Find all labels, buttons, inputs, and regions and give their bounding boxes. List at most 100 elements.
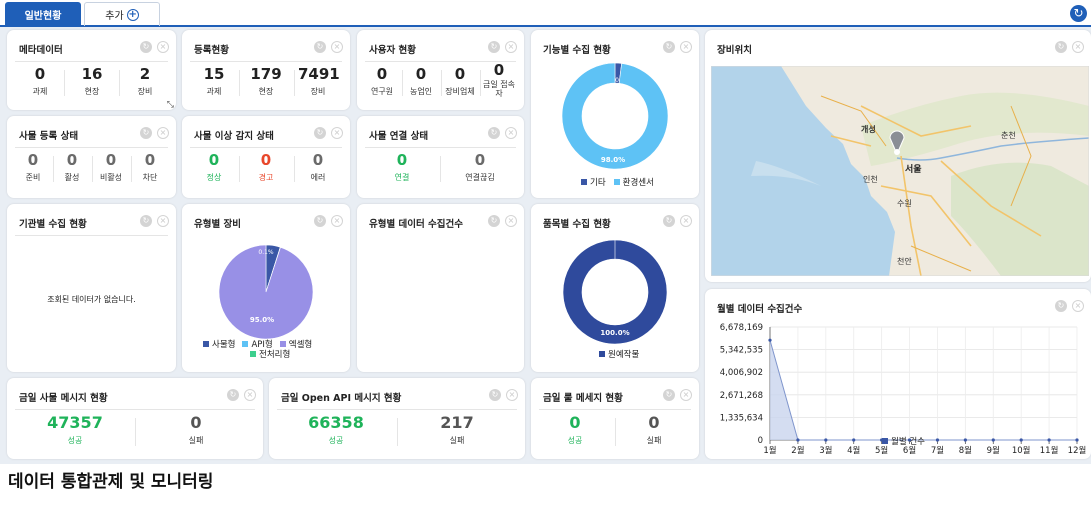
- device-location-card: 장비위치 ↻ × 개성 서울 인천 수원 천안 춘천: [705, 30, 1091, 282]
- x-tick-label: 3월: [819, 445, 832, 456]
- refresh-icon[interactable]: ↻: [488, 41, 500, 53]
- x-tick-label: 8월: [959, 445, 972, 456]
- card-title: 장비위치: [717, 45, 752, 56]
- close-icon[interactable]: ×: [331, 41, 343, 53]
- x-tick-label: 10월: [1012, 445, 1031, 456]
- close-icon[interactable]: ×: [680, 215, 692, 227]
- pie-slice-원예작물[interactable]: [562, 239, 668, 345]
- legend-swatch: [581, 179, 587, 185]
- area-fill: [770, 340, 1077, 440]
- tab-add[interactable]: 추가 +: [84, 2, 160, 26]
- close-icon[interactable]: ×: [244, 389, 256, 401]
- close-icon[interactable]: ×: [680, 41, 692, 53]
- refresh-icon[interactable]: ↻: [314, 41, 326, 53]
- item-donut-chart: 100.0%: [562, 239, 668, 345]
- close-icon[interactable]: ×: [505, 215, 517, 227]
- stat: 0 비활성: [99, 151, 123, 182]
- data-point: [935, 438, 940, 442]
- close-icon[interactable]: ×: [505, 41, 517, 53]
- refresh-icon[interactable]: ↻: [140, 127, 152, 139]
- divider: [440, 156, 441, 182]
- card-title: 품목별 수집 현황: [543, 219, 611, 230]
- pie-slice-엑셀형[interactable]: [218, 244, 314, 340]
- divider: [15, 409, 255, 410]
- tab-overview[interactable]: 일반현황: [5, 2, 81, 26]
- device-map[interactable]: 개성 서울 인천 수원 천안 춘천: [711, 66, 1089, 276]
- divider: [119, 70, 120, 96]
- card-title: 사물 이상 감지 상태: [194, 131, 274, 142]
- chart-legend: 기타 환경센서: [581, 176, 654, 188]
- card-title: 기능별 수집 현황: [543, 45, 611, 56]
- close-icon[interactable]: ×: [331, 215, 343, 227]
- card-title: 기관별 수집 현황: [19, 219, 87, 230]
- close-icon[interactable]: ×: [1072, 300, 1084, 312]
- y-tick-label: 0: [758, 436, 763, 446]
- refresh-icon[interactable]: ↻: [140, 215, 152, 227]
- stat: 15 과제: [203, 65, 225, 96]
- refresh-icon[interactable]: ↻: [314, 215, 326, 227]
- type-data-card: 유형별 데이터 수집건수 ↻ ×: [357, 204, 524, 372]
- thing-registration-card: 사물 등록 상태 ↻ × 0 준비 0 활성 0 비활성 0 차단: [7, 116, 176, 198]
- stat: 0 실패: [188, 413, 204, 445]
- close-icon[interactable]: ×: [506, 389, 518, 401]
- divider: [239, 156, 240, 182]
- refresh-icon[interactable]: ↻: [663, 41, 675, 53]
- stat: 0 연구원: [370, 65, 394, 96]
- stat: 16 현장: [81, 65, 103, 96]
- stat: 0 에러: [310, 151, 326, 182]
- stat: 0 차단: [142, 151, 158, 182]
- x-tick-label: 5월: [875, 445, 888, 456]
- refresh-icon[interactable]: ↻: [227, 389, 239, 401]
- divider: [15, 61, 168, 62]
- close-icon[interactable]: ×: [157, 41, 169, 53]
- refresh-icon[interactable]: ↻: [663, 215, 675, 227]
- legend-swatch: [613, 179, 620, 185]
- legend-label: 전처리형: [259, 350, 291, 360]
- x-tick-label: 12월: [1068, 445, 1087, 456]
- chart-legend: 원예작물: [599, 348, 639, 360]
- refresh-icon[interactable]: ↻: [1055, 41, 1067, 53]
- function-collection-card: 기능별 수집 현황 ↻ × 0 98.0% 기타 환경센서: [531, 30, 699, 198]
- y-tick-label: 6,678,169: [720, 323, 763, 333]
- map-label: 인천: [863, 174, 878, 184]
- resize-handle-icon[interactable]: ⤡: [166, 100, 174, 110]
- stat: 179 현장: [250, 65, 282, 96]
- map-label: 춘천: [1001, 130, 1016, 140]
- close-icon[interactable]: ×: [157, 127, 169, 139]
- close-icon[interactable]: ×: [331, 127, 343, 139]
- function-donut-chart: 0 98.0%: [561, 62, 669, 170]
- divider: [365, 147, 516, 148]
- close-icon[interactable]: ×: [680, 389, 692, 401]
- plus-icon: +: [126, 8, 139, 21]
- data-point: [991, 438, 995, 442]
- legend-label: 엑셀형: [288, 340, 313, 350]
- x-tick-label: 9월: [987, 445, 1000, 456]
- pie-slice-환경센서[interactable]: [561, 62, 669, 170]
- refresh-icon[interactable]: ↻: [488, 215, 500, 227]
- refresh-icon[interactable]: ↻: [314, 127, 326, 139]
- slice-label: 100.0%: [600, 329, 629, 337]
- close-icon[interactable]: ×: [505, 127, 517, 139]
- refresh-icon[interactable]: ↻: [663, 389, 675, 401]
- close-icon[interactable]: ×: [157, 215, 169, 227]
- x-tick-label: 11월: [1040, 445, 1059, 456]
- stat: 217 실패: [440, 413, 474, 445]
- close-icon[interactable]: ×: [1072, 41, 1084, 53]
- divider: [277, 409, 517, 410]
- divider: [190, 61, 342, 62]
- data-point: [1019, 438, 1023, 442]
- map-label: 서울: [905, 163, 922, 175]
- refresh-icon[interactable]: ↻: [488, 127, 500, 139]
- refresh-icon[interactable]: ↻: [489, 389, 501, 401]
- refresh-all-icon[interactable]: ↻: [1070, 5, 1087, 22]
- legend-label: 기타: [590, 178, 606, 188]
- divider: [15, 235, 168, 236]
- divider: [539, 409, 691, 410]
- refresh-icon[interactable]: ↻: [140, 41, 152, 53]
- divider: [64, 70, 65, 96]
- y-tick-label: 1,335,634: [720, 413, 763, 423]
- series-line: [769, 340, 1077, 441]
- stat: 0 경고: [258, 151, 274, 182]
- card-title: 월별 데이터 수집건수: [717, 304, 803, 315]
- refresh-icon[interactable]: ↻: [1055, 300, 1067, 312]
